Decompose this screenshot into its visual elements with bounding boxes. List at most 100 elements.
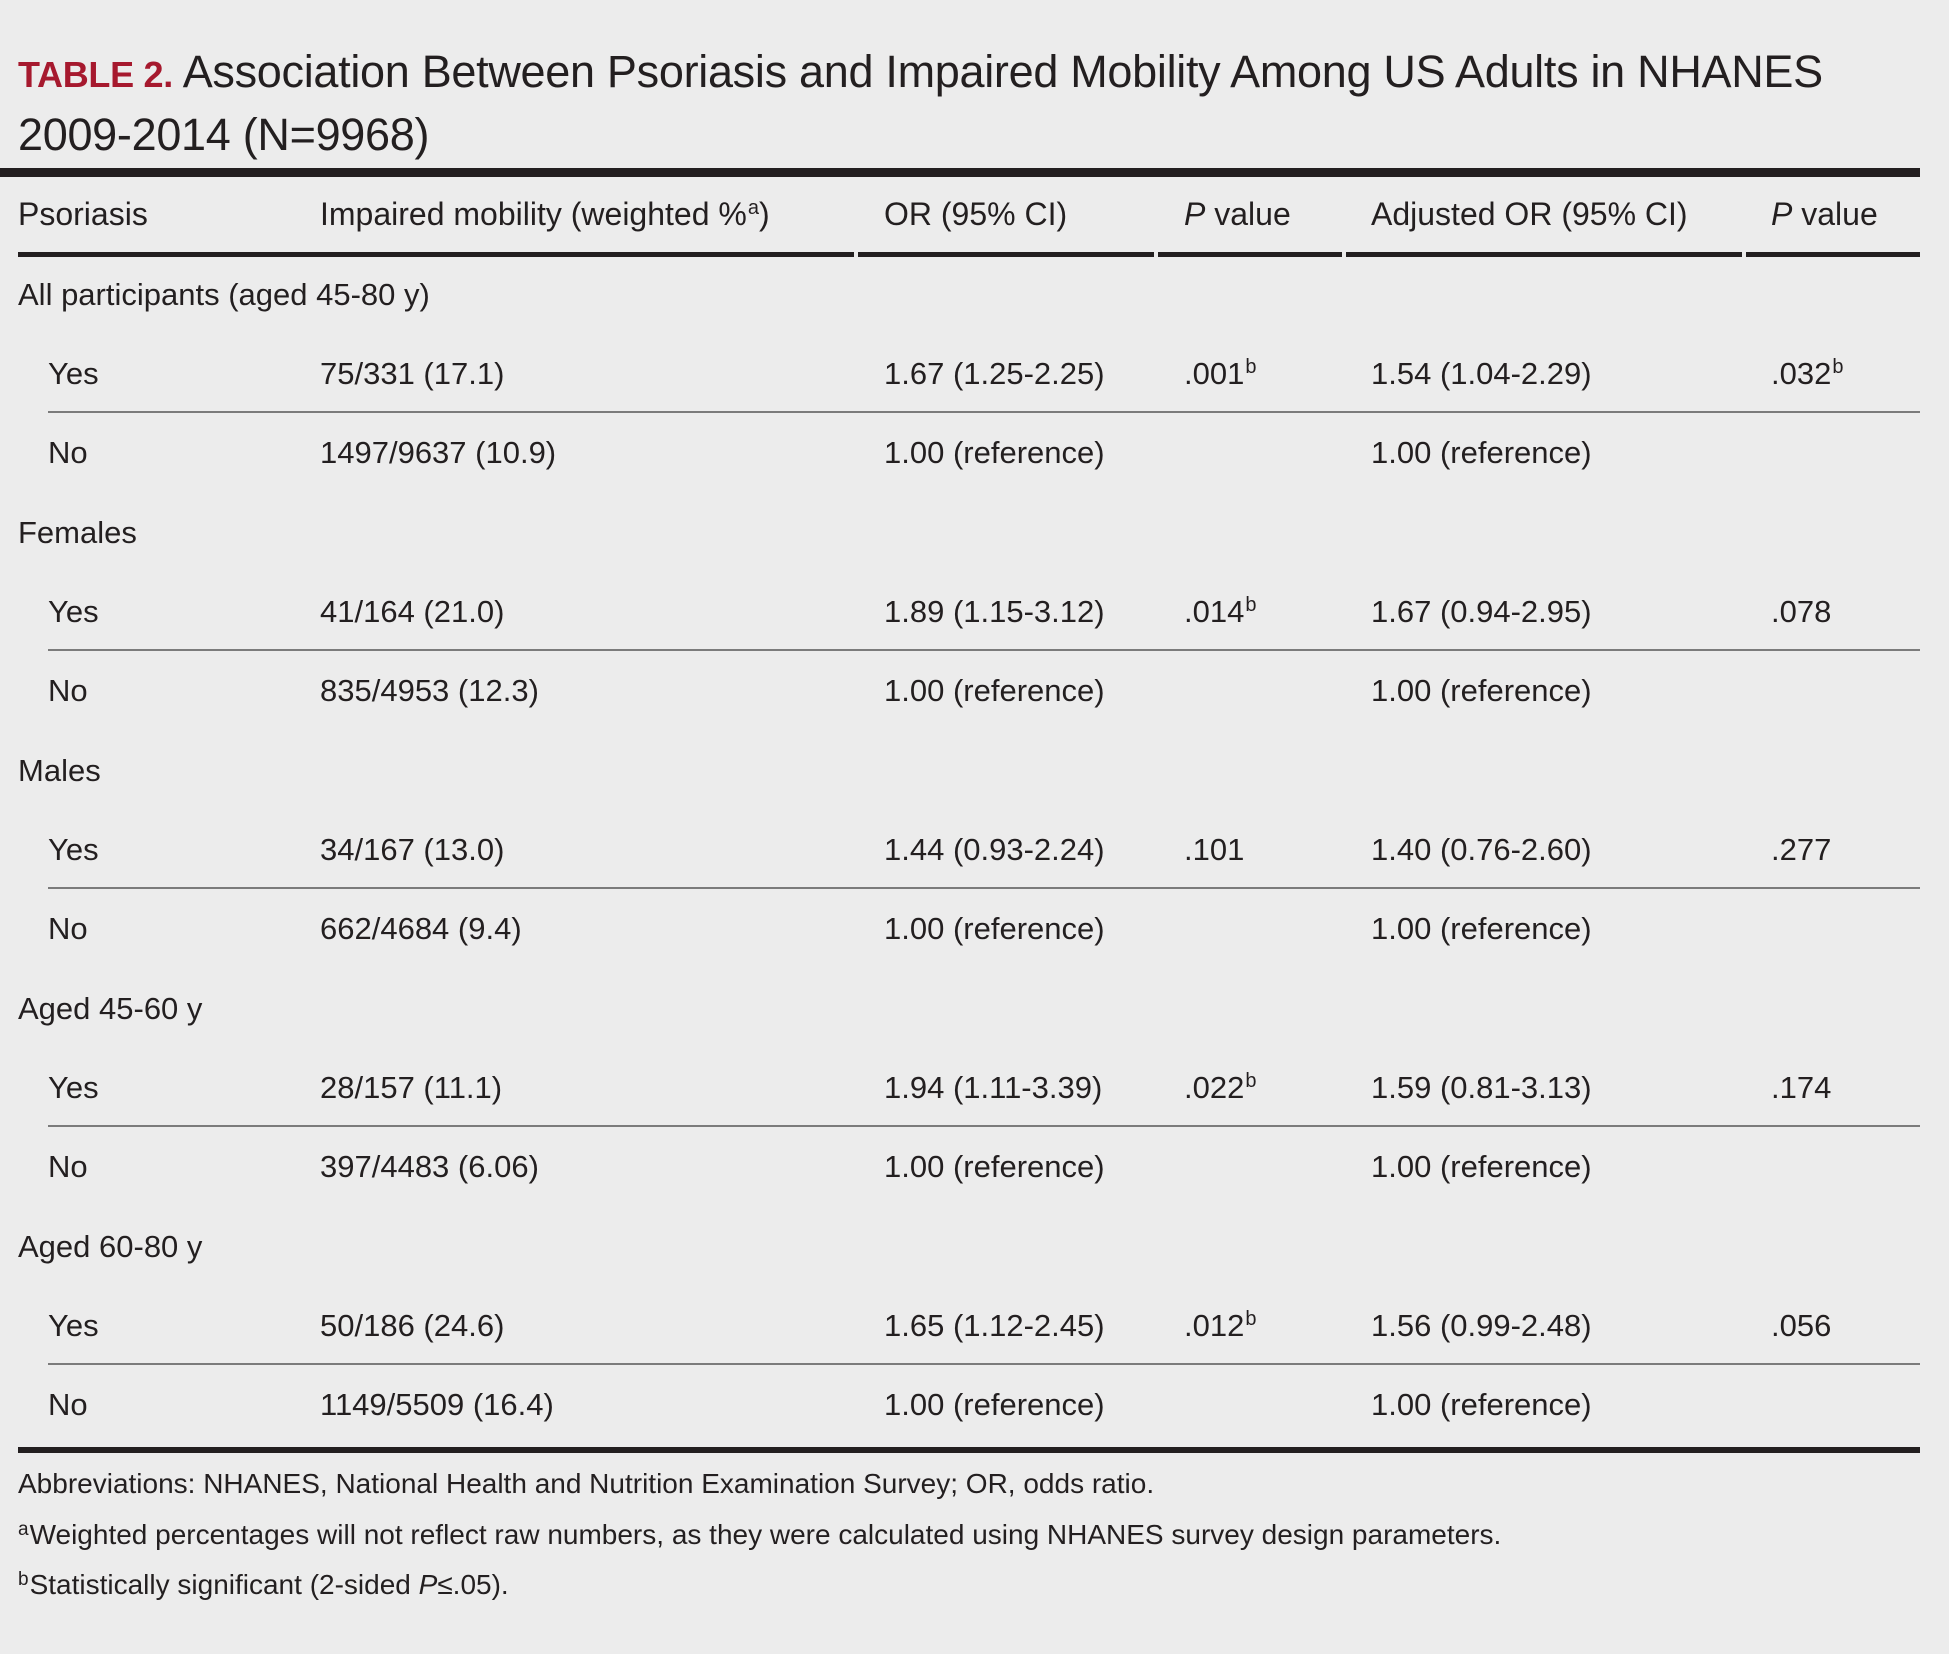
cell-p-value: .001b (1184, 354, 1256, 398)
cell-or: 1.00 (reference) (884, 673, 1105, 708)
group-label: Males (18, 753, 101, 788)
cell-impaired-mobility: 41/164 (21.0) (320, 594, 505, 629)
cell-adjusted-or: 1.00 (reference) (1371, 911, 1592, 946)
cell-or: 1.94 (1.11-3.39) (884, 1070, 1103, 1105)
p-value-sup: b (1245, 594, 1257, 616)
cell-or: 1.00 (reference) (884, 435, 1105, 470)
table-title-text: Association Between Psoriasis and Impair… (18, 46, 1823, 160)
cell-psoriasis: No (48, 1149, 88, 1184)
cell-impaired-mobility: 75/331 (17.1) (320, 356, 505, 391)
cell-impaired-mobility: 1149/5509 (16.4) (320, 1387, 554, 1422)
cell-p-value: .012b (1184, 1306, 1256, 1350)
table-title: TABLE 2. Association Between Psoriasis a… (18, 42, 1918, 165)
header-adjusted-p-value: P value (1771, 194, 1878, 234)
header-p-value: P value (1184, 194, 1291, 234)
row-divider (48, 649, 1920, 651)
cell-impaired-mobility: 835/4953 (12.3) (320, 673, 539, 708)
table-label: TABLE 2 (18, 54, 164, 95)
cell-impaired-mobility: 50/186 (24.6) (320, 1308, 505, 1343)
footnote-a-sup: a (18, 1519, 29, 1540)
cell-psoriasis: Yes (48, 1070, 99, 1105)
footnote-b-italic: P (418, 1569, 438, 1600)
header-rule-2 (858, 252, 1154, 257)
group-label: Aged 60-80 y (18, 1229, 203, 1264)
p-value-sup: b (1245, 1070, 1257, 1092)
footnote-b: bStatistically significant (2-sided P≤.0… (18, 1567, 509, 1607)
cell-p-value: .014b (1184, 592, 1256, 636)
cell-or: 1.00 (reference) (884, 1387, 1105, 1422)
cell-psoriasis: Yes (48, 832, 99, 867)
cell-psoriasis: No (48, 673, 88, 708)
footnote-a-text: Weighted percentages will not reflect ra… (29, 1519, 1502, 1550)
header-impaired-mobility: Impaired mobility (weighted %a) (320, 194, 770, 239)
cell-adjusted-or: 1.40 (0.76-2.60) (1371, 832, 1592, 867)
header-adjusted-or: Adjusted OR (95% CI) (1371, 196, 1688, 232)
header-impaired-text: Impaired mobility (weighted % (320, 196, 747, 232)
cell-adjusted-or: 1.59 (0.81-3.13) (1371, 1070, 1592, 1105)
row-divider (48, 1363, 1920, 1365)
header-impaired-sup: a (747, 197, 759, 219)
cell-p-value: .022b (1184, 1068, 1256, 1112)
cell-impaired-mobility: 1497/9637 (10.9) (320, 435, 557, 470)
header-impaired-close: ) (758, 196, 770, 232)
footnote-b-post: ≤.05). (437, 1569, 509, 1600)
header-p-text: value (1205, 196, 1291, 232)
cell-adjusted-or: 1.54 (1.04-2.29) (1371, 356, 1592, 391)
adjusted-p-value-text: .078 (1771, 594, 1832, 629)
row-divider (48, 1125, 1920, 1127)
cell-impaired-mobility: 28/157 (11.1) (320, 1070, 503, 1105)
p-value-text: .014 (1184, 594, 1245, 629)
group-label: Aged 45-60 y (18, 991, 203, 1026)
cell-impaired-mobility: 34/167 (13.0) (320, 832, 505, 867)
bottom-rule (18, 1447, 1920, 1453)
header-p2-text: value (1792, 196, 1878, 232)
p-value-sup: b (1245, 1308, 1257, 1330)
p-value-sup: b (1245, 356, 1257, 378)
group-label: All participants (aged 45-80 y) (18, 277, 430, 312)
cell-p-value: .101 (1184, 830, 1244, 870)
header-p2-italic: P (1771, 196, 1793, 232)
cell-or: 1.00 (reference) (884, 1149, 1105, 1184)
cell-adjusted-p-value: .174 (1771, 1068, 1831, 1108)
p-value-text: .012 (1184, 1308, 1245, 1343)
cell-or: 1.67 (1.25-2.25) (884, 356, 1105, 391)
header-rule-5 (1746, 252, 1920, 257)
header-rule-4 (1346, 252, 1742, 257)
header-or: OR (95% CI) (884, 196, 1068, 232)
footnote-b-pre: Statistically significant (2-sided (29, 1569, 419, 1600)
top-rule (0, 168, 1920, 177)
group-label: Females (18, 515, 137, 550)
cell-adjusted-or: 1.00 (reference) (1371, 1149, 1592, 1184)
adjusted-p-value-text: .056 (1771, 1308, 1832, 1343)
p-value-text: .022 (1184, 1070, 1245, 1105)
cell-adjusted-p-value: .056 (1771, 1306, 1831, 1346)
adjusted-p-value-sup: b (1832, 356, 1844, 378)
row-divider (48, 411, 1920, 413)
cell-or: 1.65 (1.12-2.45) (884, 1308, 1105, 1343)
p-value-text: .101 (1184, 832, 1245, 867)
footnote-abbreviations: Abbreviations: NHANES, National Health a… (18, 1468, 1155, 1499)
adjusted-p-value-text: .277 (1771, 832, 1832, 867)
cell-adjusted-p-value: .277 (1771, 830, 1831, 870)
row-divider (48, 887, 1920, 889)
cell-or: 1.44 (0.93-2.24) (884, 832, 1105, 867)
header-rule-1 (18, 252, 854, 257)
cell-impaired-mobility: 662/4684 (9.4) (320, 911, 522, 946)
cell-psoriasis: No (48, 911, 88, 946)
cell-psoriasis: No (48, 1387, 88, 1422)
cell-psoriasis: No (48, 435, 88, 470)
cell-psoriasis: Yes (48, 594, 99, 629)
header-psoriasis: Psoriasis (18, 196, 148, 232)
footnote-a: aWeighted percentages will not reflect r… (18, 1517, 1501, 1557)
cell-impaired-mobility: 397/4483 (6.06) (320, 1149, 539, 1184)
table-label-dot: . (163, 54, 173, 95)
cell-adjusted-or: 1.00 (reference) (1371, 673, 1592, 708)
header-p-italic: P (1184, 196, 1206, 232)
cell-psoriasis: Yes (48, 1308, 99, 1343)
cell-adjusted-p-value: .078 (1771, 592, 1831, 632)
cell-adjusted-or: 1.67 (0.94-2.95) (1371, 594, 1592, 629)
cell-adjusted-or: 1.00 (reference) (1371, 435, 1592, 470)
cell-adjusted-p-value: .032b (1771, 354, 1843, 398)
cell-or: 1.89 (1.15-3.12) (884, 594, 1105, 629)
adjusted-p-value-text: .174 (1771, 1070, 1832, 1105)
